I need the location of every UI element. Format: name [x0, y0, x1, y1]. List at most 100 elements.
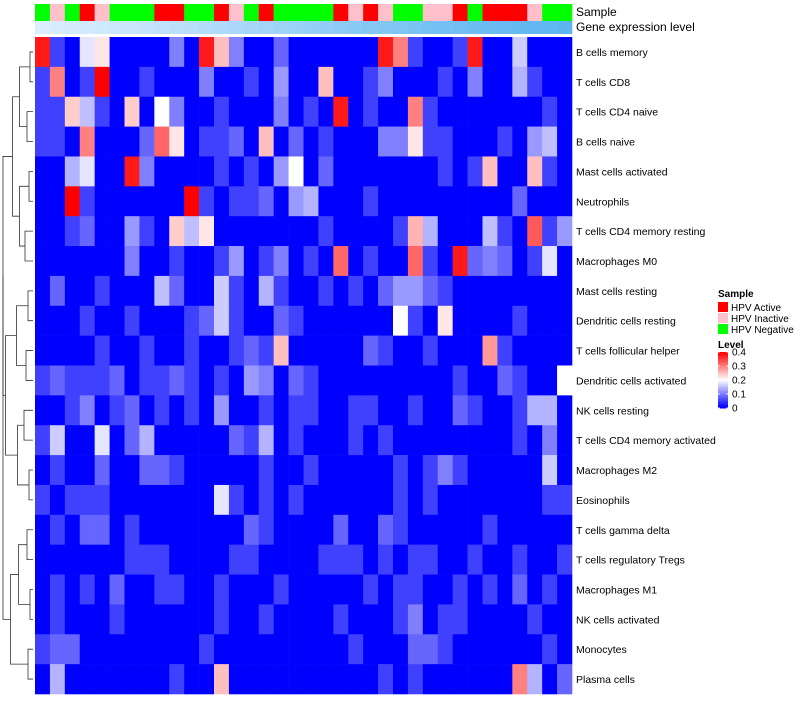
heatmap-cell: [422, 275, 439, 307]
heatmap-cell: [124, 365, 140, 396]
heatmap-cell: [512, 574, 528, 605]
heatmap-cell: [318, 246, 334, 277]
row-label: T cells CD4 memory resting: [576, 226, 705, 238]
heatmap-cell: [258, 544, 274, 575]
heatmap-cell: [333, 335, 349, 366]
heatmap-cell: [109, 66, 125, 98]
row-label: B cells naive: [576, 137, 635, 149]
heatmap-cell: [422, 305, 439, 336]
heatmap-cell: [199, 66, 215, 98]
heatmap-cell: [124, 246, 140, 277]
heatmap-cell: [482, 365, 498, 396]
heatmap-cell: [557, 544, 573, 575]
heatmap-cell: [184, 275, 200, 307]
heatmap-cell: [333, 544, 349, 575]
heatmap-cell: [228, 395, 245, 426]
heatmap-cell: [557, 216, 573, 247]
heatmap-cell: [94, 514, 110, 545]
heatmap-cell: [452, 604, 468, 635]
heatmap-cell: [214, 544, 230, 575]
level-legend-tick-label: 0.1: [732, 390, 746, 401]
heatmap-cell: [79, 246, 95, 277]
heatmap-cell: [94, 305, 110, 336]
level-legend-gradient-step: [718, 399, 728, 402]
heatmap-cell: [318, 186, 334, 217]
heatmap-cell: [79, 305, 95, 336]
heatmap-cell: [49, 186, 66, 217]
heatmap-cell: [49, 305, 66, 336]
heatmap-cell: [154, 604, 170, 635]
heatmap-cell: [452, 66, 468, 98]
heatmap-cell: [527, 156, 543, 187]
heatmap-cell: [482, 66, 498, 98]
heatmap-cell: [49, 604, 66, 635]
heatmap-cell: [79, 156, 95, 187]
heatmap-cell: [139, 604, 155, 635]
heatmap-cell: [437, 634, 453, 665]
expression-annotation-cell: [258, 21, 274, 34]
heatmap-cell: [393, 484, 409, 516]
heatmap-cell: [467, 514, 483, 545]
level-legend-gradient-step: [718, 405, 728, 408]
level-legend-gradient-step: [718, 353, 728, 356]
heatmap-cell: [437, 246, 453, 277]
level-legend-gradient-step: [718, 368, 728, 371]
heatmap-cell: [109, 156, 125, 187]
heatmap-cell: [452, 544, 468, 575]
heatmap-cell: [288, 544, 304, 575]
expression-annotation-cell: [482, 21, 498, 34]
expression-annotation-cell: [363, 21, 379, 34]
heatmap-cell: [303, 216, 319, 247]
heatmap-cell: [139, 664, 155, 695]
heatmap-cell: [258, 96, 274, 127]
sample-annotation-cell: [363, 4, 379, 21]
level-legend-gradient-step: [718, 367, 728, 370]
heatmap-cell: [214, 186, 230, 217]
heatmap-cell: [378, 37, 394, 68]
heatmap-cell: [422, 664, 439, 695]
heatmap-cell: [363, 455, 379, 486]
heatmap-cell: [94, 246, 110, 277]
heatmap-cell: [407, 66, 424, 98]
heatmap-cell: [258, 216, 274, 247]
heatmap-cell: [124, 275, 140, 307]
heatmap-cell: [49, 156, 66, 187]
heatmap-cell: [348, 634, 364, 665]
heatmap-cell: [199, 216, 215, 247]
heatmap-cell: [154, 664, 170, 695]
heatmap-cell: [393, 335, 409, 366]
heatmap-cell: [422, 484, 439, 516]
heatmap-cell: [303, 395, 319, 426]
heatmap-cell: [557, 425, 573, 456]
heatmap-cell: [258, 246, 274, 277]
heatmap-cell: [94, 634, 110, 665]
heatmap-cell: [94, 126, 110, 157]
heatmap-cell: [35, 514, 51, 545]
heatmap-cell: [512, 455, 528, 486]
heatmap-cell: [318, 604, 334, 635]
heatmap-cell: [557, 335, 573, 366]
heatmap-cell: [258, 455, 274, 486]
heatmap-cell: [333, 96, 349, 127]
heatmap-cell: [303, 634, 319, 665]
heatmap-cell: [363, 186, 379, 217]
heatmap-cell: [378, 484, 394, 516]
heatmap-cell: [393, 365, 409, 396]
heatmap-cell: [243, 96, 260, 127]
heatmap-cell: [49, 664, 66, 695]
heatmap-cell: [199, 604, 215, 635]
heatmap-cell: [542, 186, 558, 217]
heatmap-cell: [199, 335, 215, 366]
heatmap-cell: [407, 634, 424, 665]
heatmap-cell: [258, 305, 274, 336]
heatmap-cell: [79, 216, 95, 247]
sample-annotation-cell: [497, 4, 513, 21]
heatmap-cell: [512, 395, 528, 426]
level-legend-gradient-step: [718, 401, 728, 403]
heatmap-cell: [348, 66, 364, 98]
heatmap-cell: [35, 246, 51, 277]
heatmap-cell: [243, 186, 260, 217]
heatmap-cell: [527, 544, 543, 575]
level-legend-gradient-step: [718, 378, 728, 381]
heatmap-cell: [64, 305, 81, 336]
